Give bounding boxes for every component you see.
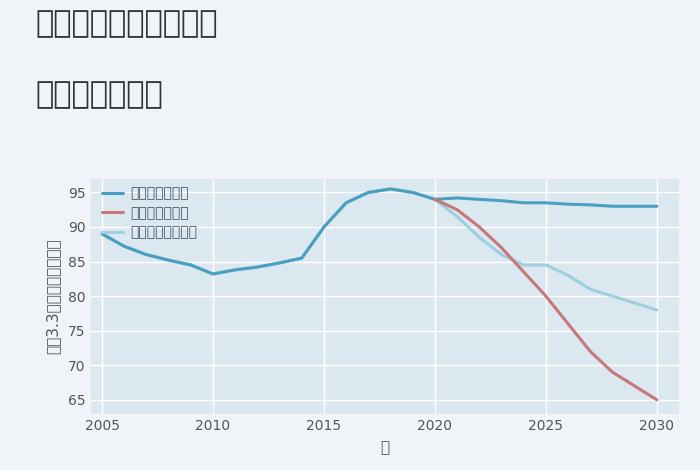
ノーマルシナリオ [120,243,129,249]
バッドシナリオ [453,207,461,212]
バッドシナリオ [586,349,594,354]
ノーマルシナリオ [497,252,505,258]
Line: ノーマルシナリオ: ノーマルシナリオ [102,189,657,310]
グッドシナリオ [209,271,217,277]
ノーマルシナリオ [430,196,439,202]
グッドシナリオ [453,195,461,201]
Legend: グッドシナリオ, バッドシナリオ, ノーマルシナリオ: グッドシナリオ, バッドシナリオ, ノーマルシナリオ [97,181,203,245]
グッドシナリオ [497,198,505,204]
グッドシナリオ [364,189,372,195]
Text: 土地の価格推移: 土地の価格推移 [35,80,162,109]
ノーマルシナリオ [564,273,573,278]
グッドシナリオ [542,200,550,205]
Text: 兵庫県西宮市池田町の: 兵庫県西宮市池田町の [35,9,218,39]
バッドシナリオ [475,224,484,230]
グッドシナリオ [475,196,484,202]
バッドシナリオ [631,383,639,389]
ノーマルシナリオ [275,260,284,266]
ノーマルシナリオ [542,262,550,268]
バッドシナリオ [608,369,617,375]
グッドシナリオ [608,204,617,209]
Y-axis label: 平（3.3㎡）単価（万円）: 平（3.3㎡）単価（万円） [46,238,61,354]
グッドシナリオ [98,231,106,237]
ノーマルシナリオ [253,264,262,270]
グッドシナリオ [142,252,150,258]
バッドシナリオ [519,269,528,275]
ノーマルシナリオ [475,235,484,240]
ノーマルシナリオ [608,293,617,299]
ノーマルシナリオ [142,252,150,258]
グッドシナリオ [253,264,262,270]
グッドシナリオ [430,196,439,202]
バッドシナリオ [564,321,573,327]
グッドシナリオ [409,189,417,195]
ノーマルシナリオ [209,271,217,277]
Line: グッドシナリオ: グッドシナリオ [102,189,657,274]
バッドシナリオ [652,397,661,403]
ノーマルシナリオ [164,258,173,263]
ノーマルシナリオ [453,214,461,219]
Line: バッドシナリオ: バッドシナリオ [435,199,657,400]
グッドシナリオ [519,200,528,205]
バッドシナリオ [497,245,505,251]
ノーマルシナリオ [231,267,239,273]
ノーマルシナリオ [519,262,528,268]
ノーマルシナリオ [631,300,639,306]
ノーマルシナリオ [409,189,417,195]
バッドシナリオ [542,293,550,299]
ノーマルシナリオ [586,286,594,292]
グッドシナリオ [320,224,328,230]
ノーマルシナリオ [298,255,306,261]
バッドシナリオ [430,196,439,202]
グッドシナリオ [187,262,195,268]
ノーマルシナリオ [652,307,661,313]
ノーマルシナリオ [320,224,328,230]
グッドシナリオ [275,260,284,266]
グッドシナリオ [120,243,129,249]
X-axis label: 年: 年 [380,440,390,455]
グッドシナリオ [386,186,395,192]
グッドシナリオ [231,267,239,273]
グッドシナリオ [298,255,306,261]
グッドシナリオ [631,204,639,209]
ノーマルシナリオ [98,231,106,237]
ノーマルシナリオ [342,200,351,205]
グッドシナリオ [564,201,573,207]
グッドシナリオ [586,202,594,208]
グッドシナリオ [342,200,351,205]
ノーマルシナリオ [187,262,195,268]
ノーマルシナリオ [364,189,372,195]
グッドシナリオ [652,204,661,209]
ノーマルシナリオ [386,186,395,192]
グッドシナリオ [164,258,173,263]
